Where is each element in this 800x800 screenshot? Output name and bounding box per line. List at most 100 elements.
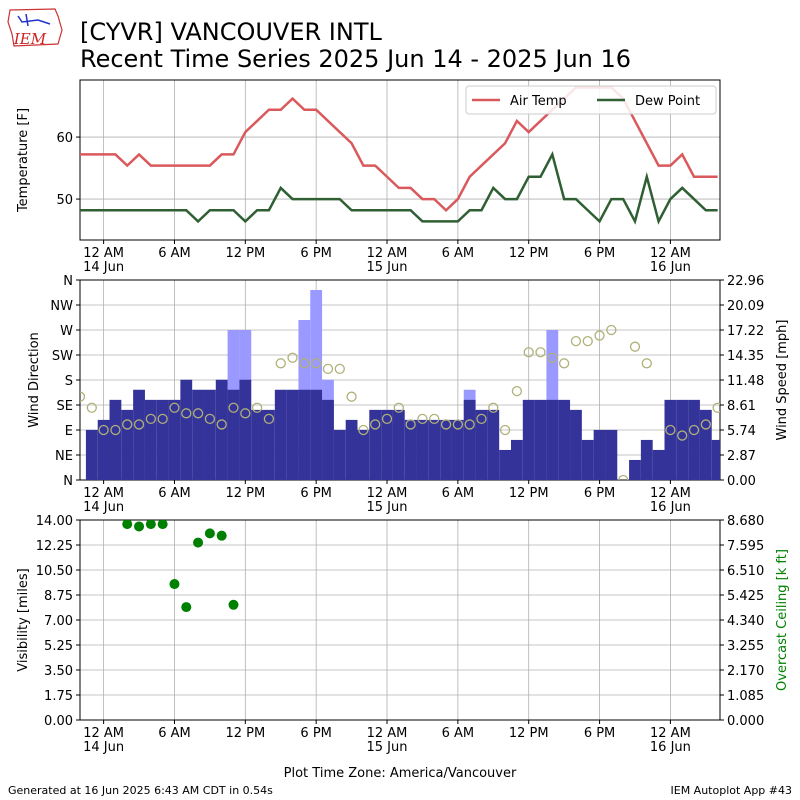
- logo-lines: [17, 13, 51, 27]
- bar: [416, 419, 429, 480]
- y-tick-label: NE: [55, 449, 73, 464]
- point: [417, 413, 428, 425]
- x-tick-label: 12 AM 15 Jun: [367, 246, 408, 275]
- point: [677, 430, 688, 441]
- bar: [156, 399, 169, 480]
- x-tick-label: 12 AM 16 Jun: [650, 486, 691, 515]
- bar: [699, 409, 712, 480]
- x-tick-label: 12 PM: [509, 486, 549, 501]
- y-axis-label: Temperature [F]: [16, 108, 31, 213]
- y2-tick-label: 0.000: [727, 714, 764, 729]
- point: [594, 330, 605, 341]
- y2-tick-label: 8.61: [727, 399, 756, 414]
- y-tick-label: W: [60, 324, 73, 339]
- y-tick-label: SW: [52, 349, 73, 364]
- bar: [369, 409, 382, 480]
- y2-tick-label: 5.425: [727, 589, 764, 604]
- point: [499, 424, 511, 436]
- x-tick-label: 12 AM 15 Jun: [367, 486, 408, 515]
- point: [346, 391, 357, 402]
- y-tick-label: NW: [50, 299, 73, 314]
- panel: 12 AM 14 Jun 6 AM 12 PM 6 PM 12 AM 15 Jun 6 AM 1…: [16, 79, 721, 275]
- x-tick-label: 12 AM 16 Jun: [650, 246, 691, 275]
- point: [204, 413, 216, 425]
- bar: [357, 429, 370, 480]
- y2-tick-label: 22.96: [727, 274, 764, 289]
- point: [204, 528, 215, 539]
- logo: IEM: [7, 8, 63, 48]
- point: [606, 324, 617, 336]
- bar: [392, 409, 405, 480]
- x-tick-label: 6 AM: [158, 246, 191, 261]
- bar: [215, 379, 228, 480]
- y2-tick-label: 11.48: [727, 374, 764, 389]
- point: [582, 335, 593, 347]
- x-tick-label: 12 AM 15 Jun: [367, 726, 408, 755]
- marks: [80, 290, 720, 480]
- bar: [593, 429, 606, 480]
- y-tick-label: 7.00: [44, 614, 73, 629]
- point: [712, 402, 720, 413]
- y-tick-label: E: [65, 424, 73, 439]
- point: [169, 579, 180, 590]
- point: [618, 474, 629, 480]
- x-tick-label: 12 PM: [225, 246, 265, 261]
- bar: [333, 429, 346, 480]
- footer-right: IEM Autoplot App #43: [671, 784, 793, 797]
- point: [145, 413, 156, 425]
- point: [251, 402, 263, 413]
- y-tick-label: N: [63, 474, 73, 489]
- y2-tick-label: 8.680: [727, 514, 764, 529]
- point: [665, 424, 676, 436]
- x-tick-label: 6 AM: [442, 486, 475, 501]
- plot-frame: [79, 79, 721, 241]
- legend-label: Air Temp: [510, 94, 567, 109]
- x-tick-label: 6 PM: [300, 486, 331, 501]
- bar: [97, 419, 110, 480]
- point: [287, 352, 298, 363]
- footer-left: Generated at 16 Jun 2025 6:43 AM CDT in …: [8, 784, 273, 797]
- bar: [133, 389, 145, 480]
- bar: [711, 439, 720, 480]
- y-tick-label: 12.25: [36, 539, 73, 554]
- point: [240, 408, 251, 419]
- point: [311, 358, 322, 369]
- bar: [227, 389, 240, 480]
- bar: [688, 399, 700, 480]
- x-tick-label: 6 PM: [300, 726, 331, 741]
- x-tick-label: 12 AM 14 Jun: [83, 486, 124, 515]
- point: [134, 521, 145, 532]
- y2-tick-label: 6.510: [727, 564, 764, 579]
- bar: [640, 439, 653, 480]
- legend: Air Temp Dew Point: [465, 85, 717, 115]
- point: [98, 424, 109, 436]
- point: [511, 385, 523, 397]
- bar: [239, 379, 252, 480]
- bar: [381, 409, 393, 480]
- point: [86, 402, 97, 413]
- y-tick-label: N: [63, 274, 73, 289]
- y-axis-label: Wind Direction: [27, 332, 42, 428]
- bar: [499, 449, 511, 480]
- point: [299, 358, 310, 369]
- point: [216, 530, 227, 541]
- point: [275, 358, 286, 369]
- legend-label: Dew Point: [635, 94, 700, 109]
- point: [488, 402, 499, 413]
- bar: [263, 409, 275, 480]
- point: [122, 419, 133, 430]
- x-axis-label: Plot Time Zone: America/Vancouver: [284, 766, 517, 781]
- point: [641, 358, 652, 369]
- bar: [404, 419, 417, 480]
- point: [192, 408, 204, 419]
- point: [110, 424, 121, 436]
- logo-outline: [7, 8, 63, 47]
- bar: [546, 399, 559, 480]
- y-axis-label: Visibility [miles]: [16, 568, 31, 671]
- x-tick-label: 12 AM 14 Jun: [83, 726, 124, 755]
- x-tick-label: 6 AM: [442, 246, 475, 261]
- point: [193, 537, 204, 548]
- y2-tick-label: 17.22: [727, 324, 764, 339]
- x-tick-label: 6 PM: [584, 486, 615, 501]
